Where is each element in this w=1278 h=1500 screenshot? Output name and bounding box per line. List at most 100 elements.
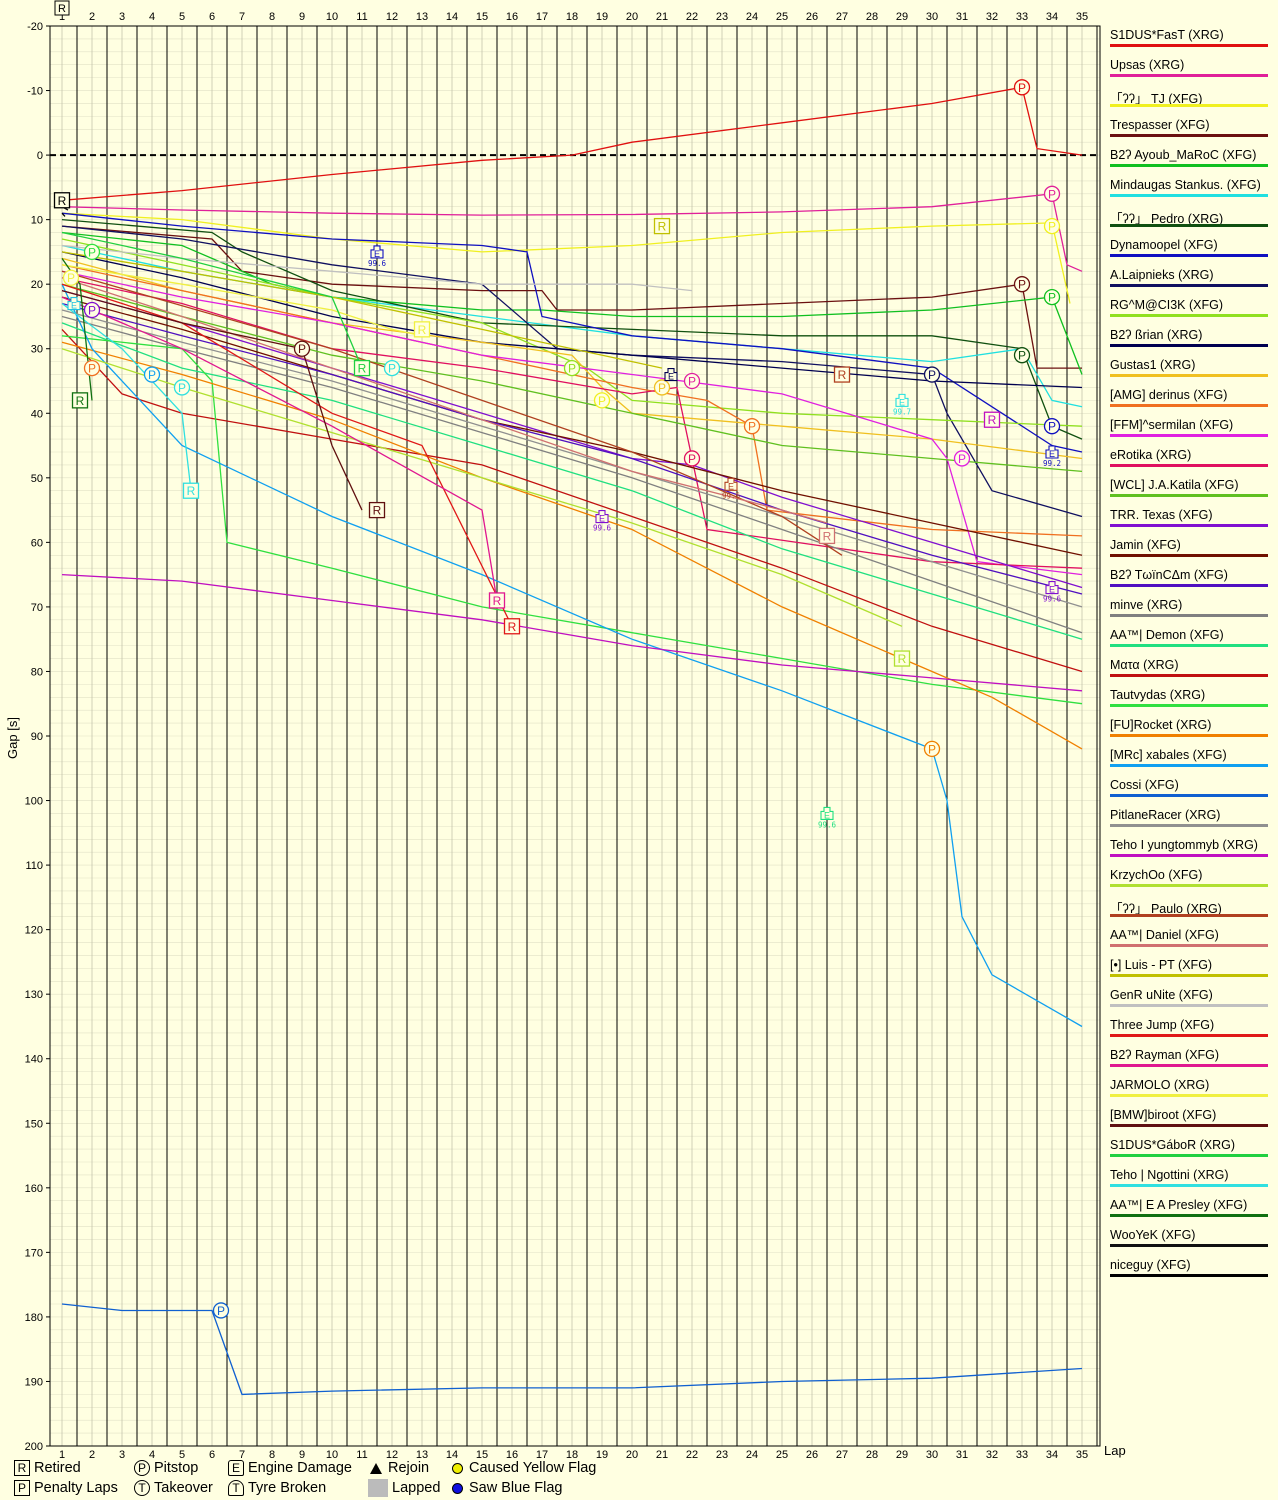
y-tick-label: 170 bbox=[25, 1247, 43, 1259]
x-tick-label: 34 bbox=[1046, 1449, 1058, 1461]
series-line-0 bbox=[61, 86, 1083, 201]
legend-item: WooYeK (XFG) bbox=[1110, 1226, 1270, 1256]
y-tick-label: 200 bbox=[25, 1441, 43, 1453]
retired-marker bbox=[653, 217, 671, 235]
key-tyre-label: Tyre Broken bbox=[248, 1480, 327, 1496]
series-line-2 bbox=[61, 212, 1071, 304]
x-tick-label: 20 bbox=[626, 1449, 638, 1461]
x-tick-label-top: 31 bbox=[956, 11, 968, 23]
pitstop-marker bbox=[1043, 217, 1061, 235]
x-tick-label-top: 6 bbox=[209, 11, 215, 23]
series-line-25 bbox=[61, 1303, 1083, 1396]
y-tick-label: 110 bbox=[25, 860, 43, 872]
retired-marker bbox=[353, 359, 371, 377]
x-tick-label: 22 bbox=[686, 1449, 698, 1461]
x-tick-label-top: 17 bbox=[536, 11, 548, 23]
legend-swatch bbox=[1110, 224, 1268, 227]
retired-marker-label: R bbox=[658, 220, 667, 234]
legend-swatch bbox=[1110, 584, 1268, 587]
key-engine: E Engine Damage bbox=[228, 1458, 352, 1478]
legend-label: S1DUS*GáboR (XRG) bbox=[1110, 1138, 1236, 1152]
x-tick-label-top: 8 bbox=[269, 11, 275, 23]
legend-item: TRR. Texas (XFG) bbox=[1110, 506, 1270, 536]
legend-label: [BMW]biroot (XFG) bbox=[1110, 1108, 1217, 1122]
pitstop-marker bbox=[83, 243, 101, 261]
legend-label: 「ʔʔ」 TJ (XFG) bbox=[1110, 92, 1203, 106]
legend-swatch bbox=[1110, 464, 1268, 467]
retired-marker-label: R bbox=[187, 484, 196, 498]
x-tick-label-top: 11 bbox=[356, 11, 367, 23]
key-retired: R Retired bbox=[14, 1458, 81, 1478]
legend-swatch bbox=[1110, 524, 1268, 527]
pitstop-marker bbox=[683, 372, 701, 390]
legend-label: [WCL] J.A.Katila (XFG) bbox=[1110, 478, 1239, 492]
series-lines bbox=[61, 86, 1083, 1396]
y-tick-label: 20 bbox=[31, 279, 43, 291]
x-tick-label-top: 35 bbox=[1076, 11, 1088, 23]
legend-item: B2ʔ Ayoub_MaRoC (XFG) bbox=[1110, 146, 1270, 176]
legend-swatch bbox=[1110, 404, 1268, 407]
legend-item: 「ʔʔ」 Pedro (XRG) bbox=[1110, 206, 1270, 236]
x-tick-label-top: 10 bbox=[326, 11, 338, 23]
pitstop-marker-label: P bbox=[688, 375, 696, 389]
series-line-21 bbox=[61, 328, 1083, 673]
pitstop-marker bbox=[743, 418, 761, 435]
legend-item: S1DUS*FasT (XRG) bbox=[1110, 26, 1270, 56]
legend-swatch bbox=[1110, 734, 1268, 737]
retired-marker bbox=[983, 411, 1001, 428]
legend-label: AA™| E A Presley (XFG) bbox=[1110, 1198, 1248, 1212]
legend-swatch bbox=[1110, 824, 1268, 827]
legend-swatch bbox=[1110, 764, 1268, 767]
x-tick-label-top: 24 bbox=[746, 11, 758, 23]
legend-swatch bbox=[1110, 974, 1268, 977]
retired-marker-label: R bbox=[493, 594, 502, 608]
legend-swatch bbox=[1110, 374, 1268, 377]
legend-item: GenR uNite (XFG) bbox=[1110, 986, 1270, 1016]
legend-item: niceguy (XFG) bbox=[1110, 1256, 1270, 1286]
legend-swatch bbox=[1110, 1004, 1268, 1007]
legend-item: Gustas1 (XRG) bbox=[1110, 356, 1270, 386]
x-tick-label: 30 bbox=[926, 1449, 938, 1461]
legend-item: [AMG] derinus (XFG) bbox=[1110, 386, 1270, 416]
engine-damage-marker-label: E bbox=[374, 249, 380, 259]
legend-label: Teho | Ngottini (XRG) bbox=[1110, 1168, 1229, 1182]
legend-swatch bbox=[1110, 1154, 1268, 1157]
series-line-10 bbox=[61, 251, 1083, 389]
key-pitstop: P Pitstop bbox=[134, 1458, 198, 1478]
pitstop-marker bbox=[62, 269, 80, 286]
engine-damage-marker-label: E bbox=[728, 481, 734, 491]
series-line-31 bbox=[61, 251, 663, 369]
engine-damage-marker-label: E bbox=[1049, 585, 1055, 595]
legend-swatch bbox=[1110, 914, 1268, 917]
key-penalty: P Penalty Laps bbox=[14, 1478, 118, 1498]
y-tick-label: 60 bbox=[31, 537, 43, 549]
pitstop-marker-label: P bbox=[688, 452, 696, 466]
x-tick-label: 5 bbox=[179, 1449, 185, 1461]
legend-label: [MRc] xabales (XFG) bbox=[1110, 748, 1227, 762]
key-takeover: T Takeover bbox=[134, 1478, 213, 1498]
legend-swatch bbox=[1110, 854, 1268, 857]
x-tick-label: 13 bbox=[416, 1449, 428, 1461]
legend-label: Tautvydas (XRG) bbox=[1110, 688, 1206, 702]
series-line-37 bbox=[61, 231, 363, 369]
pitstop-marker bbox=[83, 359, 101, 377]
x-tick-label: 32 bbox=[986, 1449, 998, 1461]
tyre-broken-icon: T bbox=[228, 1480, 244, 1497]
legend-label: Jamin (XFG) bbox=[1110, 538, 1181, 552]
x-tick-label-top: 12 bbox=[386, 11, 398, 23]
legend-label: Gustas1 (XRG) bbox=[1110, 358, 1196, 372]
legend-item: Teho | Ngottini (XRG) bbox=[1110, 1166, 1270, 1196]
legend-swatch bbox=[1110, 704, 1268, 707]
blue-flag-icon bbox=[452, 1482, 463, 1494]
x-tick-label-top: 28 bbox=[866, 11, 878, 23]
yellow-flag-icon bbox=[452, 1462, 463, 1474]
pitstop-marker-label: P bbox=[298, 342, 306, 356]
pitstop-marker-label: P bbox=[1018, 349, 1026, 363]
legend-item: Tautvydas (XRG) bbox=[1110, 686, 1270, 716]
x-tick-label: 31 bbox=[956, 1449, 968, 1461]
y-tick-label: 70 bbox=[31, 602, 43, 614]
legend-swatch bbox=[1110, 1064, 1268, 1067]
legend-label: S1DUS*FasT (XRG) bbox=[1110, 28, 1224, 42]
y-tick-label: 40 bbox=[31, 408, 43, 420]
series-line-18 bbox=[61, 302, 1083, 595]
